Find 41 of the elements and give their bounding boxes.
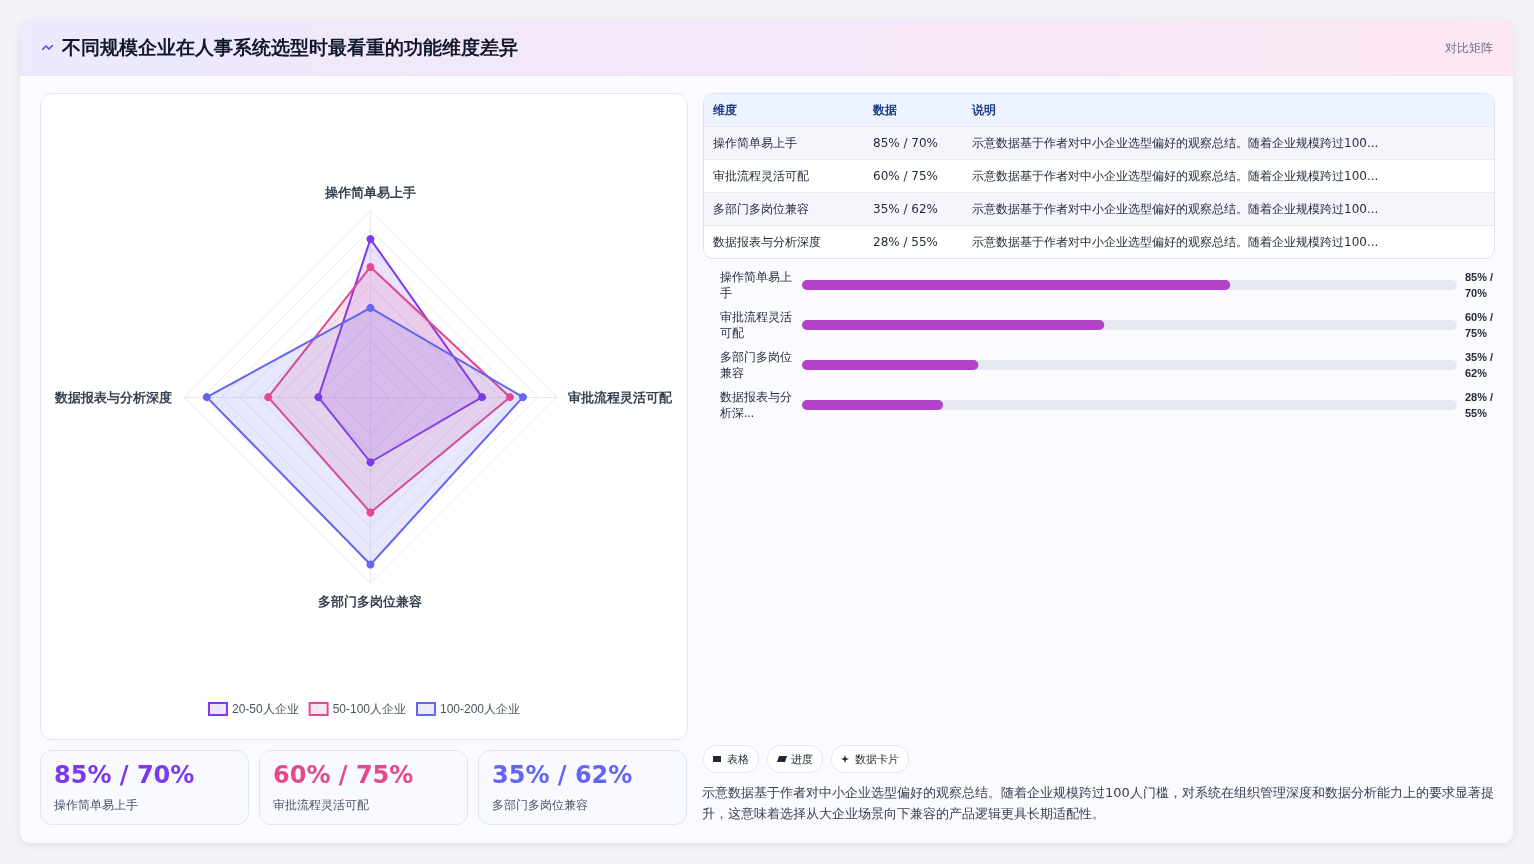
spoke-label: 数据报表与分析深度 — [54, 389, 173, 405]
spoke-label: 操作简单易上手 — [323, 185, 416, 201]
text: 审批流程灵活可配 — [273, 797, 369, 814]
text: 60% / 75% — [873, 169, 939, 183]
y-tick-label: 操作简单易上手 — [720, 270, 792, 300]
data-label: 35% / 62% — [1465, 351, 1497, 379]
bar — [802, 360, 979, 370]
text: 示意数据基于作者对中小企业选型偏好的观察总结。随着企业规模跨过100... — [972, 167, 1380, 185]
spoke-label: 审批流程灵活可配 — [568, 389, 674, 405]
text: 说明 — [972, 101, 997, 119]
text: 操作简单易上手 — [54, 797, 138, 814]
text: 示意数据基于作者对中小企业选型偏好的观察总结。随着企业规模跨过100... — [972, 233, 1380, 251]
text: 35% / 62% — [873, 202, 939, 216]
text: 进度 — [791, 751, 813, 767]
bar — [802, 400, 944, 410]
text: 28% / 55% — [873, 235, 939, 249]
text: 85% / 70% — [873, 136, 939, 150]
text: 示意数据基于作者对中小企业选型偏好的观察总结。随着企业规模跨过100人门槛，对系统在组织管理深度和数据分析能力上的要求显著提升，这意味着选择从大企业场景向下兼容的产品逻辑更具长期适配性。 — [702, 784, 1495, 823]
data-label: 60% / 75% — [1465, 311, 1497, 339]
text: 数据 — [873, 101, 898, 119]
text: 35% / 62% — [492, 761, 633, 789]
text: 数据卡片 — [855, 751, 899, 767]
y-tick-label: 数据报表与分析深... — [719, 390, 792, 420]
text: 60% / 75% — [273, 761, 414, 789]
data-label: 85% / 70% — [1465, 271, 1497, 299]
text: 对比矩阵 — [1445, 40, 1493, 57]
legend-label: 20-50人企业 — [231, 702, 299, 716]
y-tick-label: 审批流程灵活可配 — [720, 310, 792, 340]
text: 多部门多岗位兼容 — [492, 797, 588, 814]
text: 表格 — [727, 751, 749, 767]
text: 数据报表与分析深度 — [712, 233, 822, 251]
text: 示意数据基于作者对中小企业选型偏好的观察总结。随着企业规模跨过100... — [972, 134, 1380, 152]
data-label: 28% / 55% — [1465, 391, 1497, 419]
text: 维度 — [712, 101, 738, 119]
text: 示意数据基于作者对中小企业选型偏好的观察总结。随着企业规模跨过100... — [972, 200, 1380, 218]
legend-label: 100-200人企业 — [440, 702, 521, 716]
text: 不同规模企业在人事系统选型时最看重的功能维度差异 — [62, 35, 518, 60]
legend-label: 50-100人企业 — [332, 702, 407, 716]
text: 85% / 70% — [54, 761, 195, 789]
y-tick-label: 多部门多岗位兼容 — [720, 350, 792, 380]
spoke-label: 多部门多岗位兼容 — [318, 594, 423, 610]
